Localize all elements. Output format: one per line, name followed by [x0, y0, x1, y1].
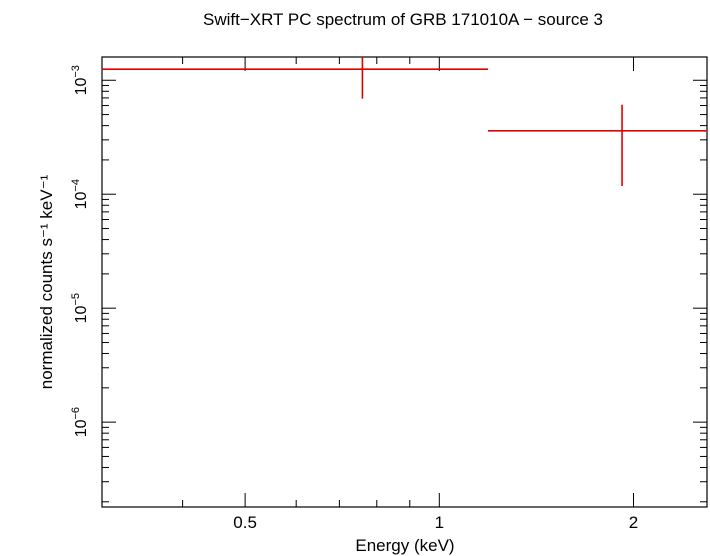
y-tick-label: 10−6 — [70, 407, 90, 437]
y-axis-ticks — [102, 79, 707, 503]
x-axis-ticks — [101, 57, 634, 507]
y-tick-label: 10−3 — [70, 65, 90, 95]
y-tick-label: 10−4 — [70, 179, 90, 209]
y-axis-label: normalized counts s⁻¹ keV⁻¹ — [37, 174, 56, 389]
y-tick-label: 10−5 — [70, 293, 90, 323]
x-tick-label: 1 — [435, 513, 444, 532]
chart-title: Swift−XRT PC spectrum of GRB 171010A − s… — [203, 10, 603, 29]
data-series — [102, 57, 707, 187]
x-tick-label: 0.5 — [233, 513, 257, 532]
x-tick-label: 2 — [629, 513, 638, 532]
x-axis-label: Energy (keV) — [355, 536, 454, 555]
plot-frame — [101, 56, 708, 508]
x-axis-tick-labels: 0.5 1 2 — [233, 513, 638, 532]
y-axis-tick-labels: 10−6 10−5 10−4 10−3 — [70, 65, 90, 437]
